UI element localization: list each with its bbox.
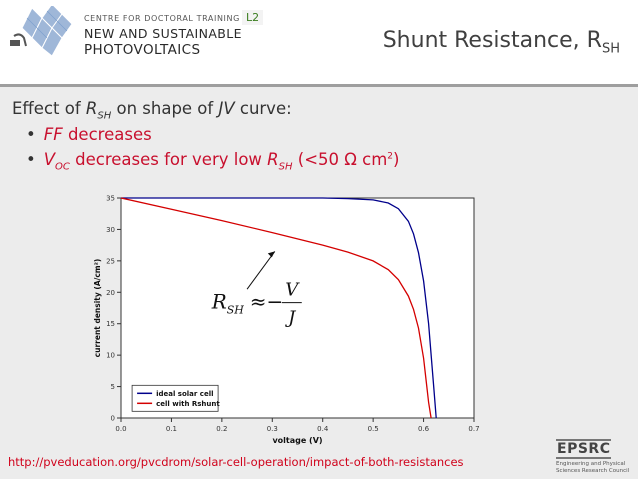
x-tick-label: 0.2 <box>216 425 227 433</box>
bullet2-v: V <box>43 150 56 169</box>
solar-panel-logo-icon <box>8 3 80 60</box>
formula-lhs: R <box>211 290 227 314</box>
header-divider <box>0 84 638 87</box>
y-tick-label: 5 <box>111 383 115 391</box>
lead-sub: SH <box>97 110 112 122</box>
y-tick-label: 10 <box>106 352 115 360</box>
formula-numerator: V <box>285 280 300 301</box>
y-axis-label: current density (A/cm²) <box>93 259 102 358</box>
bullet2-r: R <box>267 150 279 169</box>
epsrc-logo: EPSRC Engineering and Physical Sciences … <box>556 438 632 475</box>
x-tick-label: 0.7 <box>468 425 479 433</box>
y-tick-label: 30 <box>106 226 115 234</box>
lecture-tag: L2 <box>242 10 264 25</box>
x-tick-label: 0.5 <box>368 425 379 433</box>
y-tick-label: 25 <box>106 257 115 265</box>
formula-lhs-sub: SH <box>227 304 245 317</box>
jv-chart-svg: 0.0 0.1 0.2 0.3 0.4 0.5 0.6 0.7 0 5 10 15 20 25 30 35 vo… <box>93 195 480 446</box>
title-main: Shunt Resistance, R <box>382 28 602 53</box>
legend-box <box>131 384 219 412</box>
series-line-rshunt <box>120 197 432 419</box>
epsrc-title: EPSRC <box>556 439 612 459</box>
slide-title: Shunt Resistance, RSH <box>383 28 620 56</box>
bullet2-sub: OC <box>55 161 70 173</box>
epsrc-subtitle: Engineering and Physical Sciences Resear… <box>556 461 630 474</box>
logo-line-3: PHOTOVOLTAICS <box>84 42 201 58</box>
x-tick-label: 0.4 <box>317 425 329 433</box>
title-subscript: SH <box>601 41 620 57</box>
annotation-arrow-line <box>246 251 276 290</box>
x-axis-label: voltage (V) <box>272 436 322 445</box>
bullet2-mid: decreases for very low <box>69 150 268 169</box>
lead-jv: JV <box>218 99 235 118</box>
bullet-dot: • <box>26 125 36 144</box>
bullet2-post-b: ) <box>393 150 400 169</box>
formula-denominator: J <box>284 308 297 329</box>
jv-chart: 0.0 0.1 0.2 0.3 0.4 0.5 0.6 0.7 0 5 10 15 20 25 30 35 vo… <box>88 190 490 446</box>
bullet2-rsub: SH <box>278 161 293 173</box>
logo-line-2: NEW AND SUSTAINABLE <box>84 26 242 41</box>
legend-label: cell with Rshunt <box>156 400 220 408</box>
lead-text: Effect of RSH on shape of JV curve: <box>12 99 292 121</box>
bullet1-ff: FF <box>43 125 63 144</box>
bullet-list: • FF decreases • VOC decreases for very lo… <box>26 125 399 178</box>
bullet2-post-a: (<50 Ω cm <box>292 150 388 169</box>
bullet2-sup: 2 <box>387 151 393 162</box>
bullet-ff: • FF decreases <box>26 125 399 144</box>
x-tick-label: 0.0 <box>115 425 126 433</box>
logo-line-1: CENTRE FOR DOCTORAL TRAINING <box>84 14 240 23</box>
source-url[interactable]: http://pveducation.org/pvcdrom/solar-cel… <box>8 455 464 469</box>
cdt-logo-text: CENTRE FOR DOCTORAL TRAINING NEW AND SUS… <box>84 14 242 58</box>
lead-post: curve: <box>234 99 292 118</box>
x-tick-label: 0.6 <box>418 425 430 433</box>
y-tick-label: 0 <box>111 415 115 423</box>
formula-operator: ≈− <box>250 290 284 314</box>
bullet-dot: • <box>26 150 36 169</box>
legend-label: ideal solar cell <box>156 390 213 398</box>
lead-r: R <box>85 99 98 118</box>
x-tick-label: 0.1 <box>166 425 177 433</box>
x-tick-label: 0.3 <box>267 425 278 433</box>
series-line-ideal <box>121 197 437 419</box>
slide-header: CENTRE FOR DOCTORAL TRAINING NEW AND SUS… <box>0 0 638 82</box>
slide-content: Effect of RSH on shape of JV curve: • FF … <box>0 87 638 479</box>
bullet1-text: decreases <box>62 125 152 144</box>
plot-area <box>120 197 475 419</box>
y-tick-label: 20 <box>106 289 115 297</box>
y-tick-label: 35 <box>106 195 115 203</box>
y-tick-label: 15 <box>106 320 115 328</box>
bullet-voc: • VOC decreases for very low RSH (<50 Ω c… <box>26 150 399 172</box>
lead-mid: on shape of <box>111 99 219 118</box>
lead-pre: Effect of <box>12 99 86 118</box>
